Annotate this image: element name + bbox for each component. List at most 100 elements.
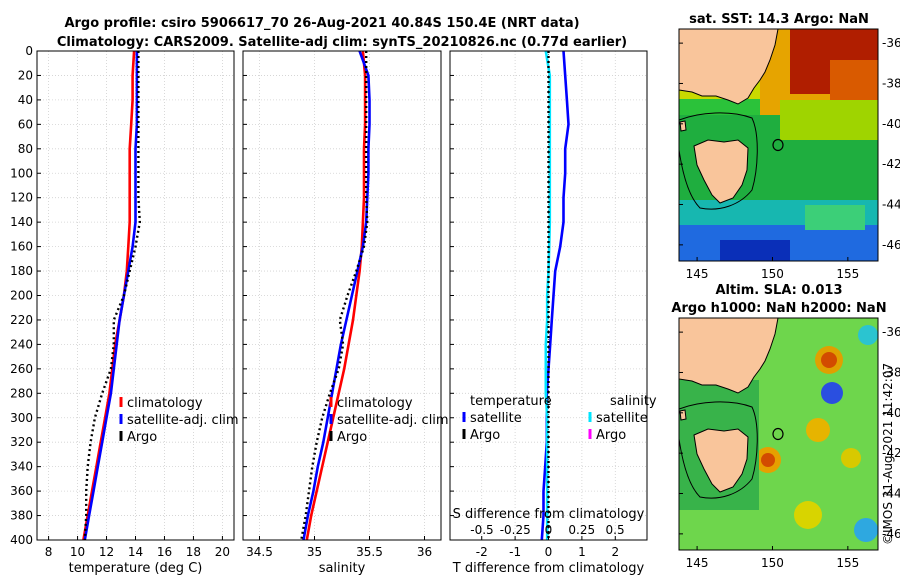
plot-area xyxy=(37,51,234,540)
legend-header-right: salinity xyxy=(610,394,657,409)
sla-tasmania xyxy=(693,428,749,493)
top-tick-label: 0.5 xyxy=(606,523,625,537)
y-tick-label: 40 xyxy=(18,93,33,107)
legend-label: climatology xyxy=(127,396,203,411)
y-tick-label: 220 xyxy=(10,313,33,327)
y-tick-label: 80 xyxy=(18,142,33,156)
top-tick-label: -0.5 xyxy=(470,523,493,537)
map-y-tick-label: -46 xyxy=(882,238,900,252)
sla-argo-marker xyxy=(772,427,784,441)
y-tick-label: 60 xyxy=(18,117,33,131)
x-tick-label: 0 xyxy=(545,545,553,559)
sla-mainland xyxy=(679,318,779,394)
x-tick-label: -2 xyxy=(476,545,488,559)
figure-title-line1: Argo profile: csiro 5906617_70 26-Aug-20… xyxy=(64,16,579,31)
sst-shelf-contour xyxy=(679,112,758,210)
x-tick-label: 8 xyxy=(45,545,53,559)
imos-watermark: ©IMOS 31-Aug-2021 11:42:07 xyxy=(876,300,900,545)
map-y-tick-label: -38 xyxy=(882,365,900,379)
sst-kingisland xyxy=(679,120,687,132)
map-x-tick-label: 155 xyxy=(836,556,859,570)
sst-teal-patch xyxy=(805,205,865,230)
sla-kingisland xyxy=(679,409,687,421)
x-tick-label: 1 xyxy=(578,545,586,559)
map-y-tick-label: -46 xyxy=(882,527,900,541)
top-axis-label: S difference from climatology xyxy=(453,507,645,522)
y-tick-label: 260 xyxy=(10,362,33,376)
map-y-tick-label: -42 xyxy=(882,157,900,171)
sst-mainland xyxy=(679,29,779,105)
figure-title-line2: Climatology: CARS2009. Satellite-adj cli… xyxy=(57,35,627,50)
sst-yellow-patch xyxy=(780,100,878,140)
x-tick-label: -1 xyxy=(509,545,521,559)
x-tick-label: 34.5 xyxy=(246,545,273,559)
y-tick-label: 100 xyxy=(10,166,33,180)
series-line-satellite-adj-clim xyxy=(302,51,371,540)
sst-map-title: sat. SST: 14.3 Argo: NaN xyxy=(689,12,869,27)
y-tick-label: 320 xyxy=(10,435,33,449)
legend-label: climatology xyxy=(337,396,413,411)
legend-label: satellite-adj. clim xyxy=(127,413,239,428)
sla-eddy-7 xyxy=(794,501,822,529)
y-tick-label: 180 xyxy=(10,264,33,278)
x-tick-label: 12 xyxy=(99,545,114,559)
map-x-tick-label: 150 xyxy=(761,556,784,570)
x-tick-label: 2 xyxy=(611,545,619,559)
legend-label: satellite xyxy=(596,411,648,426)
y-tick-label: 240 xyxy=(10,337,33,351)
series-line-argo xyxy=(83,51,142,540)
sla-map: 145 150 155 -36 -38 -40 -42 -44 -46 xyxy=(678,317,900,570)
y-tick-label: 160 xyxy=(10,240,33,254)
map-y-tick-label: -44 xyxy=(882,198,900,212)
x-tick-label: 35.5 xyxy=(356,545,383,559)
map-y-tick-label: -40 xyxy=(882,117,900,131)
map-y-tick-label: -38 xyxy=(882,76,900,90)
x-tick-label: 16 xyxy=(157,545,172,559)
legend-label: satellite-adj. clim xyxy=(337,413,449,428)
map-x-tick-label: 145 xyxy=(686,556,709,570)
sla-map-title-line2: Argo h1000: NaN h2000: NaN xyxy=(671,301,886,316)
legend-header-left: temperature xyxy=(470,394,552,409)
y-tick-label: 300 xyxy=(10,411,33,425)
top-tick-label: -0.25 xyxy=(500,523,531,537)
map-y-tick-label: -36 xyxy=(882,325,900,339)
top-tick-label: 0 xyxy=(545,523,553,537)
watermark-text: ©IMOS 31-Aug-2021 11:42:07 xyxy=(881,363,895,545)
series-group xyxy=(540,51,570,540)
legend-label: Argo xyxy=(127,430,157,445)
salinity-panel: 34.5 35 35.5 36 salinity climatology satellite… xyxy=(242,50,449,576)
series-line-argo xyxy=(300,51,369,540)
sla-shelf-contour xyxy=(679,401,758,499)
y-tick-label: 360 xyxy=(10,484,33,498)
top-tick-label: 0.25 xyxy=(568,523,595,537)
map-x-tick-label: 145 xyxy=(686,267,709,281)
sst-cold-patch xyxy=(720,240,790,261)
y-tick-label: 280 xyxy=(10,386,33,400)
sla-eddy-6 xyxy=(841,448,861,468)
legend-label: Argo xyxy=(470,428,500,443)
map-y-tick-label: -36 xyxy=(882,36,900,50)
legend-label: Argo xyxy=(337,430,367,445)
sla-eddy-3 xyxy=(806,418,830,442)
map-x-tick-label: 150 xyxy=(761,267,784,281)
sst-map-frame xyxy=(678,28,879,262)
map-y-tick-label: -44 xyxy=(882,487,900,501)
legend-label: Argo xyxy=(596,428,626,443)
series-line-climatology xyxy=(305,51,367,540)
y-tick-label: 0 xyxy=(25,44,33,58)
y-tick-label: 140 xyxy=(10,215,33,229)
sst-tasmania xyxy=(693,139,749,204)
series-line-t-satellite xyxy=(540,51,570,540)
sla-eddy-4b xyxy=(761,453,775,467)
y-tick-label: 20 xyxy=(18,68,33,82)
x-tick-label: 18 xyxy=(186,545,201,559)
map-y-tick-label: -40 xyxy=(882,406,900,420)
x-tick-label: 14 xyxy=(128,545,143,559)
y-tick-label: 400 xyxy=(10,533,33,547)
sla-map-title-line1: Altim. SLA: 0.013 xyxy=(716,283,843,298)
sla-eddy-2 xyxy=(821,382,843,404)
sla-map-frame xyxy=(678,317,879,551)
temperature-panel: 0 20 40 60 80 100 120 140 160 180 200 220 240 260 280 3… xyxy=(10,44,239,576)
sst-orange-patch xyxy=(830,60,878,100)
